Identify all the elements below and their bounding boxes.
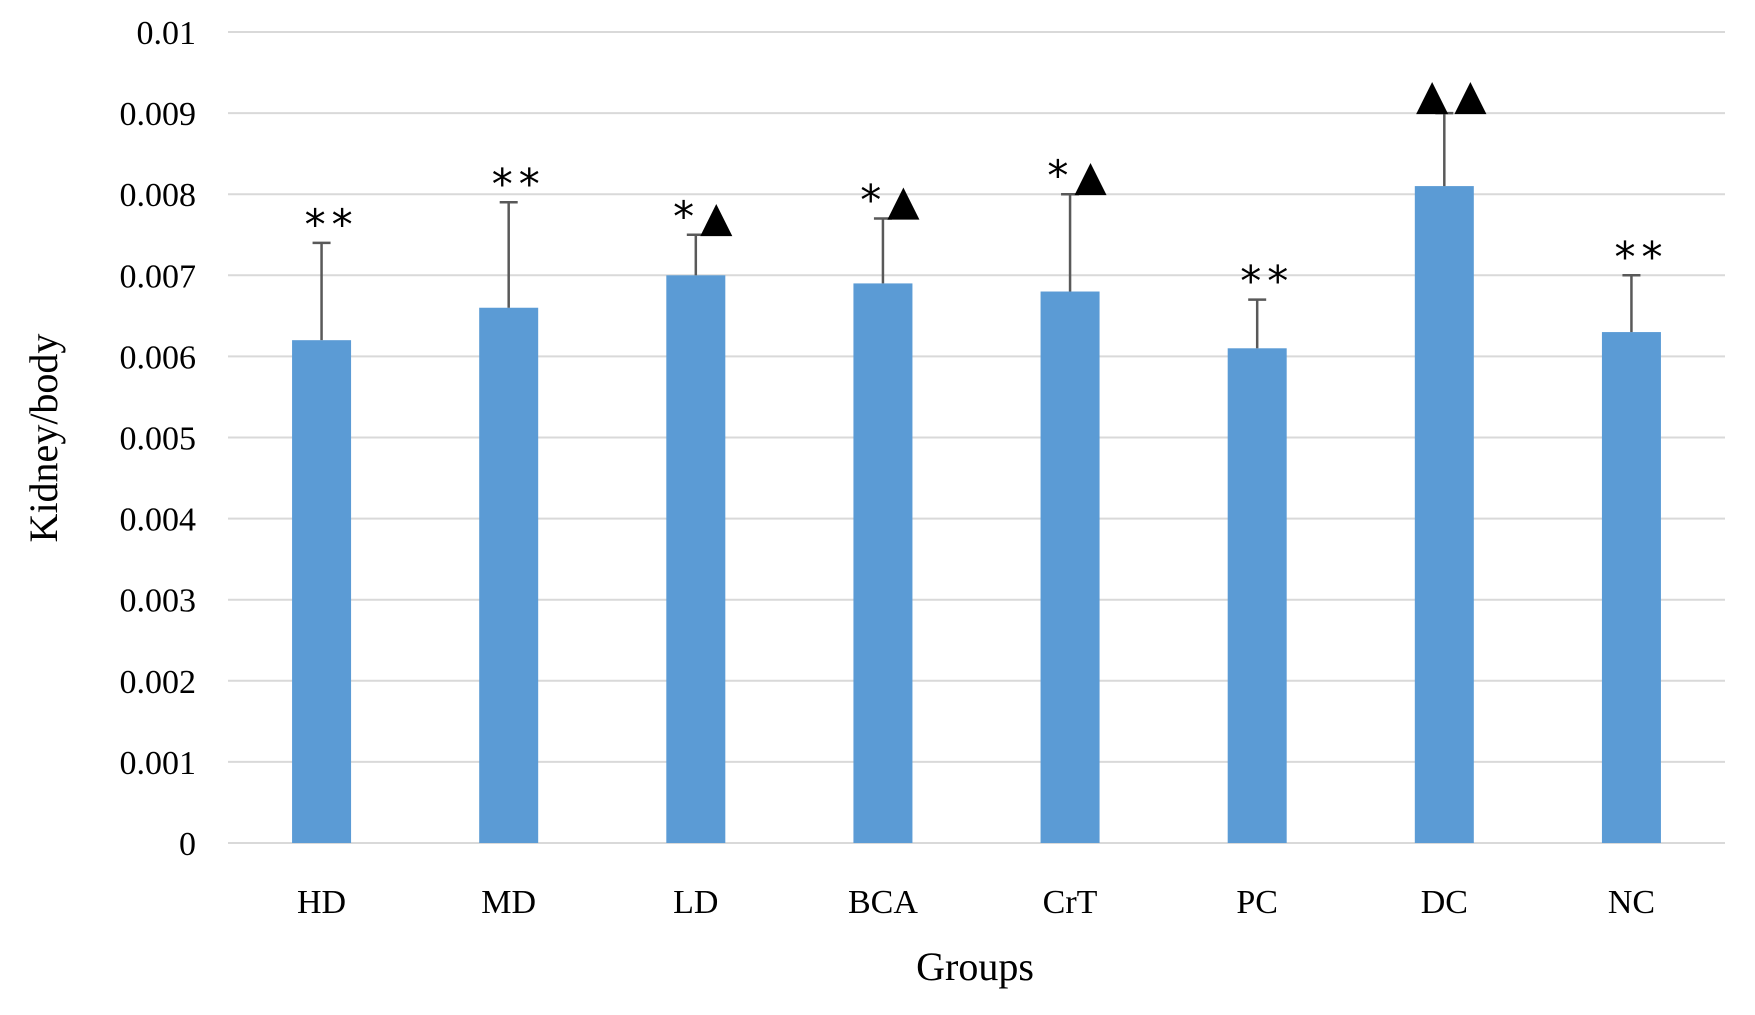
significance-label-md: ** bbox=[492, 159, 546, 208]
error-bar-md bbox=[499, 201, 518, 308]
error-bar-hd bbox=[312, 241, 331, 341]
y-tick-label: 0 bbox=[179, 826, 196, 863]
significance-label-bca: *▲ bbox=[860, 176, 925, 225]
y-tick-label: 0.004 bbox=[120, 502, 197, 539]
y-tick-label: 0.005 bbox=[120, 421, 197, 458]
significance-labels: ** ** *▲ *▲ *▲ ** ▲▲ ** bbox=[305, 70, 1668, 306]
y-tick-label: 0.002 bbox=[120, 664, 197, 701]
x-axis-title: Groups bbox=[916, 944, 1034, 989]
error-bar-bca bbox=[873, 217, 892, 284]
significance-label-ld: *▲ bbox=[673, 192, 738, 241]
y-tick-label: 0.003 bbox=[120, 583, 197, 620]
bar-dc bbox=[1414, 186, 1474, 844]
bar-crt bbox=[1040, 291, 1100, 843]
x-tick-label-pc: PC bbox=[1236, 884, 1278, 921]
x-tick-label-bca: BCA bbox=[848, 884, 918, 921]
bar-hd bbox=[292, 340, 352, 843]
error-bar-pc bbox=[1248, 298, 1267, 349]
error-bar-nc bbox=[1622, 274, 1641, 333]
error-bar-ld bbox=[686, 233, 705, 276]
x-tick-label-hd: HD bbox=[297, 884, 346, 921]
y-tick-label: 0.01 bbox=[137, 15, 197, 52]
error-bars bbox=[312, 111, 1641, 349]
x-tick-label-md: MD bbox=[481, 884, 536, 921]
bar-bca bbox=[853, 283, 913, 843]
error-bar-dc bbox=[1435, 111, 1454, 187]
y-tick-label: 0.006 bbox=[120, 339, 197, 376]
significance-label-dc: ▲▲ bbox=[1416, 70, 1493, 119]
y-tick-label: 0.009 bbox=[120, 96, 197, 133]
significance-label-pc: ** bbox=[1240, 257, 1294, 306]
bar-ld bbox=[666, 275, 726, 843]
bars bbox=[292, 186, 1661, 844]
y-axis-ticks: 0 0.001 0.002 0.003 0.004 0.005 0.006 0.007 0.00… bbox=[120, 15, 197, 863]
significance-label-crt: *▲ bbox=[1047, 151, 1112, 200]
x-axis-ticks: HD MD LD BCA CrT PC DC NC bbox=[297, 884, 1655, 921]
error-bar-crt bbox=[1061, 192, 1080, 292]
y-axis-title: Kidney/body bbox=[21, 334, 66, 543]
significance-label-nc: ** bbox=[1614, 232, 1668, 281]
bar-md bbox=[479, 307, 539, 843]
x-tick-label-ld: LD bbox=[673, 884, 718, 921]
y-tick-label: 0.007 bbox=[120, 258, 197, 295]
x-tick-label-crt: CrT bbox=[1043, 884, 1098, 921]
x-tick-label-dc: DC bbox=[1421, 884, 1468, 921]
gridlines bbox=[228, 31, 1725, 844]
x-tick-label-nc: NC bbox=[1608, 884, 1655, 921]
bar-nc bbox=[1601, 332, 1661, 843]
significance-label-hd: ** bbox=[305, 200, 359, 249]
y-tick-label: 0.001 bbox=[120, 745, 197, 782]
y-tick-label: 0.008 bbox=[120, 177, 197, 214]
bar-pc bbox=[1227, 348, 1287, 843]
